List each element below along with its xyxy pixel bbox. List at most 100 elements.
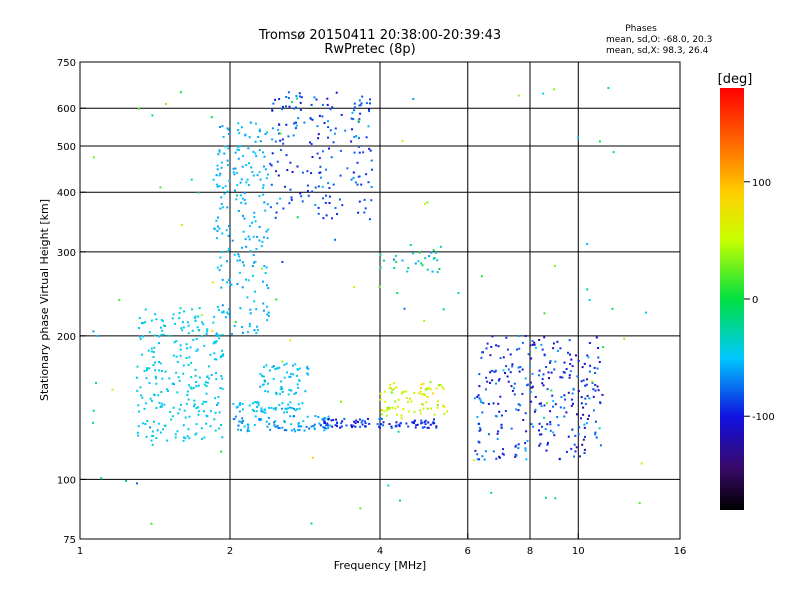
data-point [594, 431, 597, 434]
data-point [178, 408, 181, 411]
data-point [289, 415, 292, 418]
data-point [443, 412, 446, 415]
data-point [397, 430, 400, 433]
data-point [247, 147, 250, 150]
data-point [325, 427, 328, 430]
data-point [336, 425, 338, 428]
data-point [413, 411, 416, 414]
data-point [248, 322, 251, 325]
data-point [249, 121, 252, 124]
data-point [142, 321, 145, 324]
data-point [517, 94, 520, 97]
data-point [172, 383, 175, 386]
data-point [274, 408, 277, 411]
data-point [552, 342, 555, 345]
data-point [173, 341, 176, 344]
data-point [267, 311, 270, 314]
data-point [251, 402, 254, 405]
data-point [389, 407, 391, 410]
data-point [229, 233, 232, 236]
data-point [303, 121, 306, 124]
data-point [490, 369, 493, 372]
data-point [237, 145, 240, 148]
y-tick-label: 100 [57, 475, 76, 486]
data-point [220, 375, 223, 377]
data-point [531, 372, 534, 375]
data-point [311, 118, 314, 121]
data-point [150, 439, 153, 442]
data-point [480, 275, 483, 278]
data-point [252, 254, 255, 257]
data-point [353, 285, 355, 288]
data-point [423, 421, 426, 423]
data-point [397, 398, 400, 401]
data-point [251, 408, 254, 411]
data-point [289, 401, 292, 404]
data-point [305, 425, 308, 428]
data-point [420, 393, 423, 396]
data-point [506, 348, 509, 351]
data-point [586, 243, 589, 245]
data-point [327, 426, 330, 429]
data-point [330, 419, 333, 422]
data-point [203, 436, 206, 439]
data-point [549, 410, 552, 413]
data-point [345, 424, 348, 427]
data-point [265, 177, 268, 180]
data-point [587, 356, 590, 359]
data-point [263, 408, 266, 411]
data-point [160, 318, 163, 321]
data-point [307, 194, 310, 197]
data-point [233, 418, 236, 420]
data-point [274, 420, 277, 423]
data-point [353, 151, 356, 154]
data-point [370, 186, 373, 188]
data-point [241, 165, 244, 168]
data-point [380, 423, 383, 426]
data-point [569, 353, 571, 356]
data-point [220, 264, 223, 267]
data-point [352, 118, 355, 121]
data-point [430, 251, 433, 254]
data-point [427, 421, 430, 424]
data-point [386, 407, 389, 410]
data-point [370, 199, 373, 202]
data-point [594, 372, 597, 374]
data-point [175, 371, 178, 374]
data-point [274, 407, 277, 410]
data-point [213, 358, 216, 361]
data-point [271, 108, 274, 111]
data-point [239, 259, 241, 262]
data-point [278, 427, 281, 430]
data-point [500, 427, 503, 429]
data-point [149, 397, 152, 400]
data-point [357, 145, 360, 148]
data-point [266, 390, 269, 393]
data-point [340, 113, 343, 116]
data-point [554, 497, 557, 500]
data-point [216, 229, 219, 232]
data-point [351, 426, 353, 428]
data-point [310, 522, 313, 525]
data-point [92, 409, 95, 412]
data-point [141, 396, 144, 399]
data-point [541, 378, 544, 381]
data-point [154, 369, 157, 372]
data-point [382, 421, 385, 424]
data-point [272, 365, 275, 368]
data-point [322, 419, 325, 422]
data-point [151, 114, 154, 117]
data-point [185, 343, 188, 346]
data-point [328, 147, 330, 150]
data-point [155, 382, 158, 385]
data-point [436, 259, 439, 262]
data-point [327, 126, 330, 129]
data-point [210, 116, 213, 119]
data-point [215, 358, 218, 361]
data-point [287, 91, 290, 94]
data-point [268, 369, 271, 372]
data-point [285, 154, 288, 157]
data-point [233, 173, 236, 176]
data-point [166, 439, 168, 442]
